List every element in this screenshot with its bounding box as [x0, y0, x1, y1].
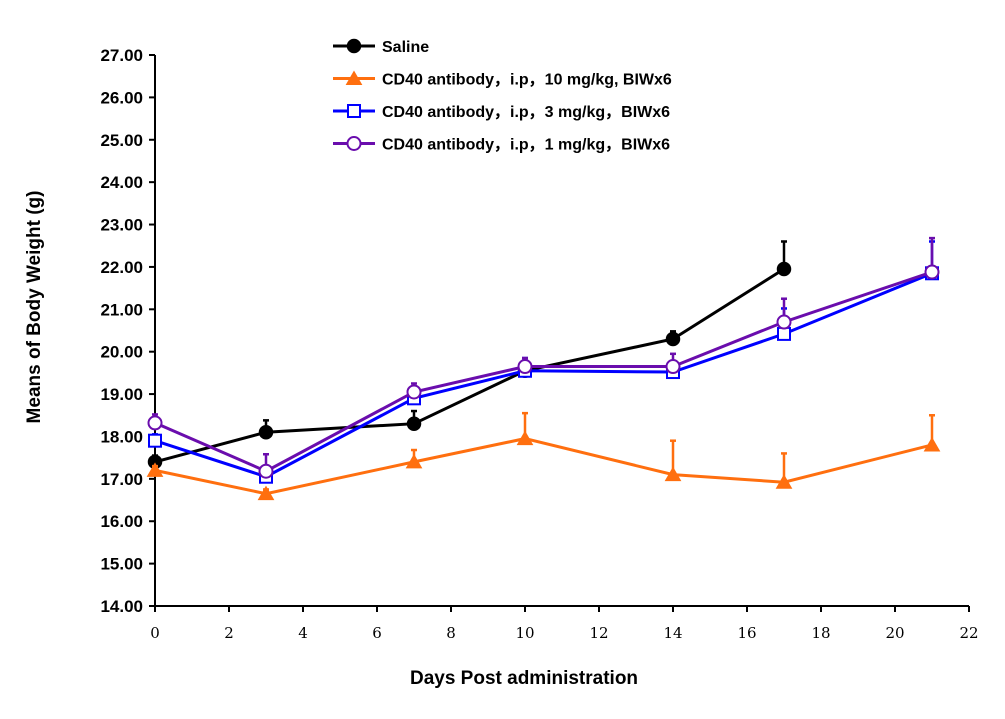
- y-tick-label: 21.00: [100, 300, 143, 319]
- x-tick-label: 2: [224, 624, 234, 642]
- data-point: [923, 436, 941, 452]
- series-line: [154, 267, 785, 464]
- legend-item-4: CD40 antibody，i.p，1 mg/kg，BIWx6: [333, 136, 670, 154]
- x-axis-title: Days Post administration: [410, 668, 638, 689]
- y-tick-label: 20.00: [100, 343, 143, 362]
- x-tick-label: 12: [589, 624, 608, 642]
- x-tick-label: 14: [663, 624, 682, 642]
- y-tick-label: 17.00: [100, 470, 143, 489]
- y-tick-label: 19.00: [100, 385, 143, 404]
- series-line: [154, 437, 933, 496]
- x-tick-label: 20: [885, 624, 904, 642]
- series-4: [147, 236, 940, 479]
- data-point: [147, 415, 163, 431]
- series-layer: [146, 236, 941, 501]
- data-point: [257, 485, 275, 501]
- data-point: [258, 424, 274, 440]
- y-tick-label: 27.00: [100, 46, 143, 65]
- x-tick-label: 6: [372, 624, 382, 642]
- y-tick-label: 15.00: [100, 555, 143, 574]
- legend-label: Saline: [382, 39, 429, 56]
- x-tick-label: 8: [446, 624, 456, 642]
- y-tick-label: 16.00: [100, 512, 143, 531]
- x-tick-label: 16: [737, 624, 756, 642]
- data-point: [406, 384, 422, 400]
- data-point: [258, 463, 274, 479]
- data-point: [924, 264, 940, 280]
- data-point: [146, 462, 164, 477]
- data-point: [405, 453, 423, 469]
- x-tick-label: 22: [959, 624, 978, 642]
- legend: Saline CD40 antibody，i.p，10 mg/kg, BIWx6 C…: [333, 38, 672, 154]
- y-tick-label: 14.00: [100, 597, 143, 616]
- data-point: [776, 314, 792, 330]
- data-point: [516, 430, 534, 446]
- legend-marker: [346, 136, 362, 151]
- data-point: [664, 466, 682, 482]
- legend-marker: [347, 104, 361, 118]
- series-2: [146, 411, 941, 501]
- axes: 14.00 15.00 16.00 17.00 18.00 19.00 20.00 21.00…: [100, 46, 978, 642]
- series-1: [147, 240, 792, 470]
- data-point: [776, 261, 792, 277]
- data-point: [665, 331, 681, 347]
- y-tick-label: 25.00: [100, 131, 143, 150]
- data-point: [406, 416, 422, 431]
- legend-marker: [345, 70, 363, 85]
- y-tick-label: 24.00: [100, 173, 143, 192]
- legend-item-2: CD40 antibody，i.p，10 mg/kg, BIWx6: [333, 70, 672, 89]
- data-point: [777, 326, 791, 341]
- series-3: [148, 240, 939, 484]
- x-tick-label: 4: [298, 624, 308, 642]
- y-axis-title: Means of Body Weight (g): [24, 191, 45, 424]
- y-tick-label: 18.00: [100, 427, 143, 446]
- legend-marker: [346, 38, 362, 54]
- legend-item-1: Saline: [333, 38, 429, 56]
- data-point: [665, 359, 681, 375]
- legend-label: CD40 antibody，i.p，10 mg/kg, BIWx6: [382, 72, 672, 89]
- data-point: [517, 359, 533, 375]
- y-tick-label: 26.00: [100, 88, 143, 107]
- x-tick-label: 0: [150, 624, 160, 642]
- data-point: [148, 433, 162, 448]
- series-line: [154, 271, 933, 479]
- y-tick-label: 22.00: [100, 258, 143, 277]
- legend-label: CD40 antibody，i.p，3 mg/kg，BIWx6: [382, 104, 670, 121]
- y-tick-label: 23.00: [100, 216, 143, 235]
- x-tick-label: 10: [515, 624, 534, 642]
- x-tick-label: 18: [811, 624, 830, 642]
- legend-item-3: CD40 antibody，i.p，3 mg/kg，BIWx6: [333, 104, 670, 121]
- data-point: [775, 474, 793, 489]
- legend-label: CD40 antibody，i.p，1 mg/kg，BIWx6: [382, 137, 670, 154]
